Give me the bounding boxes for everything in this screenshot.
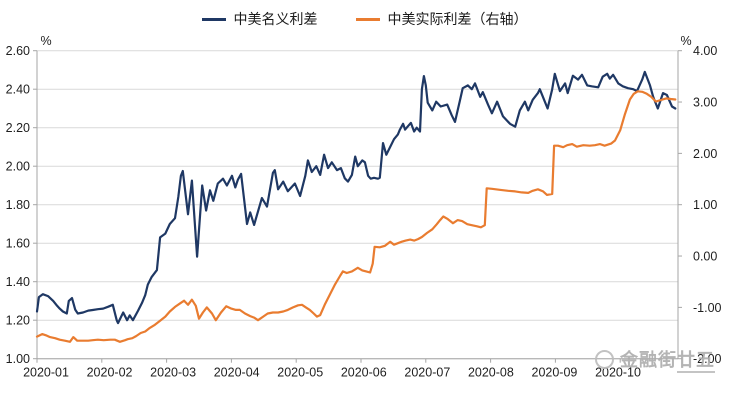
watermark-circle-logo-icon xyxy=(595,349,614,369)
svg-text:2020-06: 2020-06 xyxy=(341,366,387,380)
svg-text:2020-03: 2020-03 xyxy=(150,366,196,380)
svg-text:2020-04: 2020-04 xyxy=(214,366,260,380)
svg-text:-1.00: -1.00 xyxy=(693,301,722,315)
legend-label-real-spread: 中美实际利差（右轴） xyxy=(387,11,528,27)
svg-text:1.20: 1.20 xyxy=(6,314,30,328)
legend-item-real-spread: 中美实际利差（右轴） xyxy=(355,9,528,29)
svg-text:%: % xyxy=(680,34,691,48)
svg-text:4.00: 4.00 xyxy=(693,44,717,58)
svg-text:2.60: 2.60 xyxy=(6,44,30,58)
legend-line-swatch-orange xyxy=(355,17,380,21)
svg-text:-2.00: -2.00 xyxy=(693,352,722,366)
svg-text:2020-05: 2020-05 xyxy=(277,366,323,380)
svg-text:0.00: 0.00 xyxy=(693,250,717,264)
legend-line-swatch-blue xyxy=(201,17,226,21)
svg-text:2020-10: 2020-10 xyxy=(595,366,641,380)
chart-legend: 中美名义利差 中美实际利差（右轴） xyxy=(0,9,729,29)
svg-text:2020-09: 2020-09 xyxy=(532,366,578,380)
svg-text:1.60: 1.60 xyxy=(6,237,30,251)
svg-text:%: % xyxy=(40,34,51,48)
svg-text:2.40: 2.40 xyxy=(6,83,30,97)
watermark-text: 金融街廿五 xyxy=(620,346,715,373)
svg-text:2.00: 2.00 xyxy=(6,160,30,174)
watermark: 金融街廿五 xyxy=(595,346,715,373)
svg-text:3.00: 3.00 xyxy=(693,96,717,110)
svg-text:2020-08: 2020-08 xyxy=(468,366,514,380)
svg-text:1.00: 1.00 xyxy=(693,198,717,212)
svg-text:2020-02: 2020-02 xyxy=(87,366,133,380)
legend-label-nominal-spread: 中美名义利差 xyxy=(233,11,318,27)
svg-text:1.00: 1.00 xyxy=(6,352,30,366)
svg-text:1.80: 1.80 xyxy=(6,198,30,212)
watermark-text-underlined: 廿五 xyxy=(677,350,715,373)
svg-text:2020-01: 2020-01 xyxy=(23,366,69,380)
svg-text:2.00: 2.00 xyxy=(693,147,717,161)
svg-text:1.40: 1.40 xyxy=(6,275,30,289)
svg-text:2.20: 2.20 xyxy=(6,121,30,135)
legend-item-nominal-spread: 中美名义利差 xyxy=(201,9,318,29)
svg-text:2020-07: 2020-07 xyxy=(404,366,450,380)
